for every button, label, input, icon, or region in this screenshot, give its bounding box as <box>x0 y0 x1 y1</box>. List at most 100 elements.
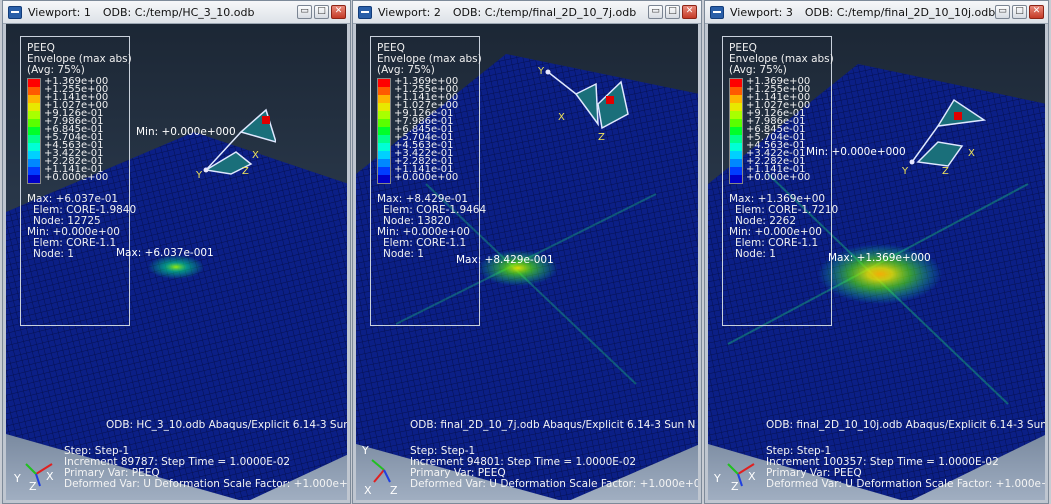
legend-ticks: +1.369e+00 +1.255e+00 +1.141e+00 +1.027e… <box>746 76 811 184</box>
colorbar-band <box>378 127 390 135</box>
minimize-button[interactable]: ▭ <box>648 5 663 19</box>
max-marker-label: Max: +1.369e+000 <box>828 252 931 264</box>
legend-colorbar <box>27 78 41 184</box>
legend-min-elem: Elem: CORE-1.1 <box>735 237 819 249</box>
view-triad: Y Z X <box>713 463 756 493</box>
viewport-3-canvas[interactable]: PEEQ Envelope (max abs) (Avg: 75%) <box>708 24 1045 500</box>
viewport-2-canvas[interactable]: PEEQ Envelope (max abs) (Avg: 75%) <box>356 24 698 500</box>
viewport-1-titlebar[interactable]: Viewport: 1 ODB: C:/temp/HC_3_10.odb ▭ □… <box>3 1 350 24</box>
colorbar-band <box>730 79 742 87</box>
viewport-icon[interactable] <box>710 5 724 19</box>
view-triad: Y Z X <box>13 463 54 493</box>
legend-averaging: (Avg: 75%) <box>377 64 435 76</box>
colorbar-band <box>730 87 742 95</box>
colorbar-band <box>28 111 40 119</box>
restore-button[interactable]: □ <box>314 5 329 19</box>
minimize-button[interactable]: ▭ <box>297 5 312 19</box>
legend-min-node: Node: 1 <box>735 248 776 260</box>
contour-legend: PEEQ Envelope (max abs) (Avg: 75%) <box>722 36 839 326</box>
glyph-y-label: Y <box>901 166 909 177</box>
legend-min-elem: Elem: CORE-1.1 <box>33 237 117 249</box>
material-orientation-glyph: Y X Z <box>195 108 276 181</box>
legend-tick: +0.000e+00 <box>44 172 109 183</box>
colorbar-band <box>378 143 390 151</box>
legend-tick: +1.369e+00 <box>746 76 811 87</box>
legend-tick: +5.704e-01 <box>44 132 104 143</box>
colorbar-band <box>730 119 742 127</box>
legend-tick: +9.126e-01 <box>394 108 454 119</box>
triad-x-label: X <box>46 470 54 483</box>
legend-max-node: Node: 12725 <box>33 215 101 227</box>
glyph-x-label: X <box>968 148 975 159</box>
glyph-y-label: Y <box>195 170 203 181</box>
close-button[interactable]: ✕ <box>331 5 346 19</box>
viewport-2-titlebar[interactable]: Viewport: 2 ODB: C:/temp/final_2D_10_7j.… <box>353 1 701 24</box>
close-button[interactable]: ✕ <box>682 5 697 19</box>
viewport-1-scrollbar[interactable] <box>347 24 350 500</box>
legend-stats: Max: +8.429e-01 Elem: CORE-1.9464 Node: … <box>377 193 487 260</box>
odb-info-line: ODB: final_2D_10_10j.odb Abaqus/Explicit… <box>766 419 1045 431</box>
legend-variable: PEEQ <box>27 42 55 54</box>
triad-y-label: Y <box>13 472 21 485</box>
legend-averaging: (Avg: 75%) <box>27 64 85 76</box>
material-orientation-glyph: Y X Z <box>901 98 987 177</box>
restore-button[interactable]: □ <box>665 5 680 19</box>
viewport-1-window[interactable]: Viewport: 1 ODB: C:/temp/HC_3_10.odb ▭ □… <box>2 0 351 504</box>
legend-tick: +1.369e+00 <box>44 76 109 87</box>
legend-tick: +3.422e-01 <box>746 148 806 159</box>
deformed-var-label: Deformed Var: U Deformation Scale Factor… <box>766 478 1045 490</box>
legend-tick: +1.027e+00 <box>44 100 109 111</box>
minimize-button[interactable]: ▭ <box>995 5 1010 19</box>
strain-hotspot <box>818 244 942 304</box>
legend-envelope: Envelope (max abs) <box>377 53 482 65</box>
viewport-1-title: Viewport: 1 <box>28 5 91 19</box>
legend-max-elem: Elem: CORE-1.7210 <box>735 204 839 216</box>
legend-tick: +1.255e+00 <box>394 84 459 95</box>
close-button[interactable]: ✕ <box>1029 5 1044 19</box>
viewport-3-scrollbar[interactable] <box>1045 24 1048 500</box>
viewport-1-canvas[interactable]: PEEQ Envelope (max abs) (Avg: 75%) <box>6 24 347 500</box>
viewport-2-title: Viewport: 2 <box>378 5 441 19</box>
legend-tick: +7.986e-01 <box>746 116 806 127</box>
legend-scale: +1.369e+00 +1.255e+00 +1.141e+00 +1.027e… <box>729 76 825 184</box>
colorbar-band <box>28 87 40 95</box>
viewport-icon[interactable] <box>8 5 22 19</box>
glyph-z-label: Z <box>942 166 949 177</box>
legend-scale: +1.369e+00 +1.255e+00 +1.141e+00 +1.027e… <box>377 77 473 184</box>
glyph-x-label: X <box>252 150 259 161</box>
colorbar-band <box>730 167 742 175</box>
colorbar-band <box>730 175 742 183</box>
legend-tick: +1.141e-01 <box>746 164 806 175</box>
legend-tick: +9.126e-01 <box>746 108 806 119</box>
legend-tick: +4.563e-01 <box>394 140 454 151</box>
viewport-icon[interactable] <box>358 5 372 19</box>
legend-ticks: +1.369e+00 +1.255e+00 +1.141e+00 +1.027e… <box>394 77 459 184</box>
colorbar-band <box>730 95 742 103</box>
legend-averaging: (Avg: 75%) <box>729 64 787 76</box>
legend-max: Max: +1.369e+00 <box>729 193 826 205</box>
viewport-2-scrollbar[interactable] <box>698 24 701 500</box>
legend-tick: +0.000e+00 <box>394 172 459 183</box>
legend-tick: +4.563e-01 <box>746 140 806 151</box>
legend-max-elem: Elem: CORE-1.9464 <box>383 204 487 216</box>
colorbar-band <box>730 103 742 111</box>
legend-colorbar <box>377 78 391 184</box>
mesh-plot <box>708 64 1045 500</box>
colorbar-band <box>28 127 40 135</box>
viewport-3-titlebar[interactable]: Viewport: 3 ODB: C:/temp/final_2D_10_10j… <box>705 1 1048 24</box>
triad-z-label: Z <box>29 480 37 493</box>
legend-tick: +0.000e+00 <box>746 172 811 183</box>
legend-min-node: Node: 1 <box>33 248 74 260</box>
colorbar-band <box>730 159 742 167</box>
legend-stats: Max: +1.369e+00 Elem: CORE-1.7210 Node: … <box>729 193 839 260</box>
viewport-3-title: Viewport: 3 <box>730 5 793 19</box>
viewport-2-window[interactable]: Viewport: 2 ODB: C:/temp/final_2D_10_7j.… <box>352 0 702 504</box>
viewport-3-window[interactable]: Viewport: 3 ODB: C:/temp/final_2D_10_10j… <box>704 0 1049 504</box>
triad-z-label: Z <box>731 480 739 493</box>
legend-max: Max: +8.429e-01 <box>377 193 469 205</box>
restore-button[interactable]: □ <box>1012 5 1027 19</box>
colorbar-band <box>28 143 40 151</box>
legend-tick: +3.422e-01 <box>394 148 454 159</box>
primary-var-label: Primary Var: PEEQ <box>766 467 862 479</box>
legend-tick: +6.845e-01 <box>746 124 806 135</box>
